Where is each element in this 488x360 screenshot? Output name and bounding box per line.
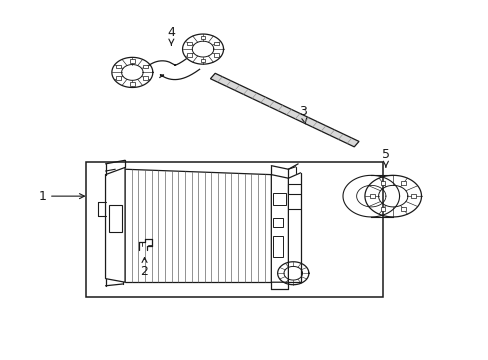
Bar [130,82,135,86]
Text: 3: 3 [299,105,306,124]
Bar [200,36,205,40]
Bar [214,41,219,45]
Bar [380,181,385,185]
Bar [86,162,383,297]
Text: 4: 4 [167,27,175,45]
Bar [187,41,192,45]
Text: 1: 1 [38,190,84,203]
Bar [272,193,286,205]
Text: 2: 2 [141,257,148,278]
Bar [187,53,192,57]
Text: 5: 5 [381,148,389,167]
Bar [380,207,385,211]
Bar [130,59,135,63]
Bar [400,207,405,211]
Polygon shape [105,167,125,282]
Bar [143,65,148,68]
Bar [272,218,282,226]
Bar [369,194,374,198]
Polygon shape [271,175,288,282]
Bar [272,235,282,257]
Bar [143,76,148,80]
Bar [214,53,219,57]
Bar [200,59,205,62]
Bar [400,181,405,185]
Polygon shape [145,59,199,80]
Bar [116,76,121,80]
Bar [109,205,122,232]
Bar [116,65,121,68]
Bar [410,194,415,198]
Polygon shape [210,73,358,147]
